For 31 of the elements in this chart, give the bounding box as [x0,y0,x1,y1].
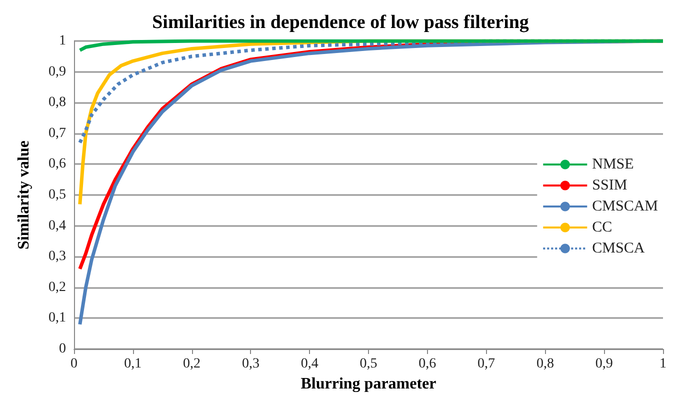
y-tick-label: 0,5 [48,188,66,202]
legend-label: NMSE [592,156,634,172]
x-tick-label: 0,1 [124,356,142,372]
legend-label: CMSCAM [592,198,658,214]
x-tick-label: 0,7 [478,356,496,372]
y-tick-label: 0,4 [48,218,66,234]
chart-title: Similarities in dependence of low pass filtering [152,12,530,33]
x-tick-label: 0,6 [418,356,436,372]
y-tick-label: 0 [59,342,66,356]
legend-label: CMSCA [592,240,645,256]
x-tick-label: 0,5 [360,356,378,372]
y-tick-label: 1 [59,34,66,48]
line-series [78,39,665,52]
x-tick-label: 0,4 [300,356,318,372]
y-tick-label: 0,2 [48,280,66,295]
y-tick-label: 0,7 [48,126,66,141]
y-tick-label: 0,3 [48,249,66,264]
legend-label: CC [592,220,612,236]
x-tick-label: 1 [660,356,666,372]
y-tick-label: 0,6 [48,156,66,172]
x-axis-title: Blurring parameter [300,375,436,392]
legend-label: SSIM [592,178,628,194]
x-tick-label: 0,2 [183,356,201,372]
x-tick-label: 0,3 [242,356,260,372]
x-tick-label: 0,9 [595,356,613,372]
y-axis-title: Similarity value [16,140,32,250]
x-tick-label: 0 [70,356,78,372]
x-tick-label: 0,8 [536,356,554,372]
y-tick-label: 0,9 [48,64,66,80]
y-tick-label: 0,8 [48,95,66,110]
y-tick-label: 0,1 [48,310,66,326]
